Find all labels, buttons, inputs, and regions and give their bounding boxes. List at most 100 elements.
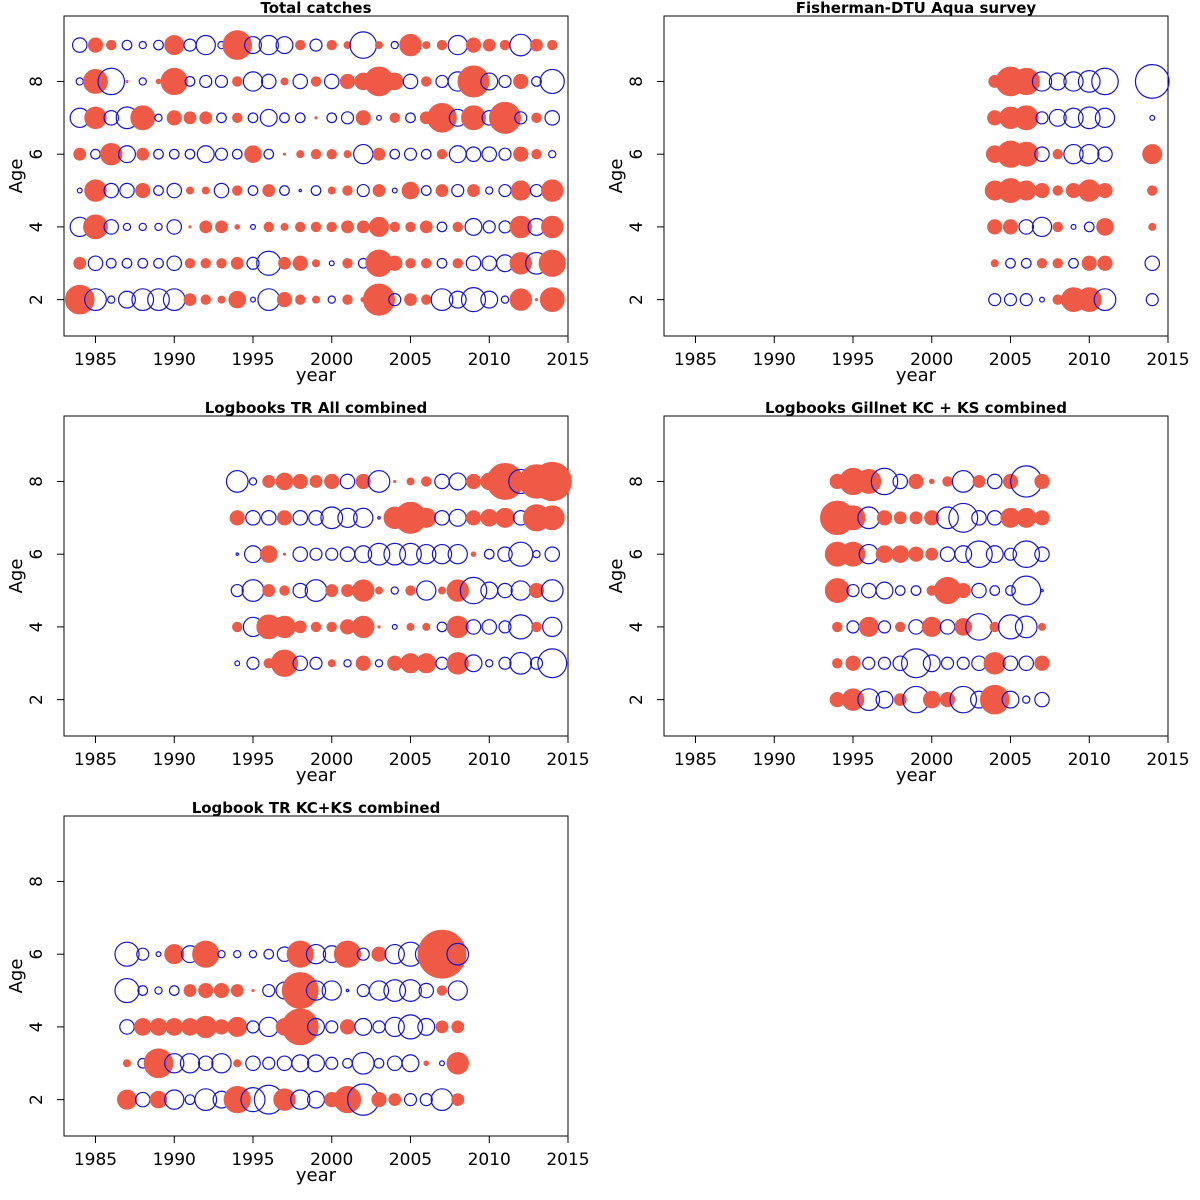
bubble-negative (1014, 615, 1038, 639)
x-tick-label: 2000 (310, 750, 353, 770)
bubble-negative (1134, 64, 1170, 99)
x-axis-label: year (896, 365, 937, 386)
bubble-negative (184, 1094, 196, 1106)
bubble-negative (509, 33, 533, 57)
y-tick-label: 4 (627, 221, 647, 232)
bubble-negative (248, 477, 258, 486)
bubble-negative (542, 616, 563, 638)
bubble-negative (292, 655, 309, 672)
bubble-positive (416, 507, 437, 528)
bubble-positive (416, 653, 437, 674)
x-tick-label: 2000 (310, 350, 353, 370)
bubble-negative (1003, 293, 1018, 307)
bubble-negative (544, 110, 561, 126)
bubble-negative (965, 540, 993, 568)
bubble-negative (1063, 71, 1084, 92)
bubble-positive (1076, 287, 1102, 313)
bubble-positive (427, 103, 457, 133)
x-tick-label: 1985 (674, 750, 717, 770)
bubble-positive (509, 215, 532, 239)
bubbles (820, 465, 1050, 715)
bubble-positive (292, 473, 308, 490)
bubble-negative (328, 260, 335, 267)
bubble-positive (446, 1052, 469, 1075)
bubble-negative (870, 467, 899, 496)
bubble-negative (910, 585, 922, 596)
bubble-negative (183, 38, 197, 52)
bubble-positive (326, 221, 337, 233)
bubble-positive (327, 659, 336, 668)
bubble-positive (262, 475, 276, 488)
bubble-positive (1012, 67, 1040, 96)
bubble-positive (217, 295, 226, 304)
bubble-negative (179, 1053, 201, 1074)
bubble-negative (1012, 540, 1041, 568)
bubble-negative (480, 581, 499, 600)
bubble-positive (1036, 258, 1048, 269)
x-tick-label: 2000 (910, 350, 953, 370)
bubble-negative (90, 148, 101, 160)
bubbles (114, 929, 470, 1116)
bubble-negative (405, 112, 416, 124)
x-tick-label: 2015 (546, 1150, 589, 1170)
bubble-positive (895, 621, 906, 633)
bubble-negative (1077, 70, 1101, 93)
bubble-negative (1145, 293, 1159, 307)
bubble-positive (352, 615, 375, 639)
bubble-negative (465, 146, 482, 162)
bubble-negative (320, 506, 344, 530)
y-axis-label: Age (606, 159, 627, 194)
bubble-negative (1048, 72, 1067, 91)
bubble-negative (497, 546, 513, 562)
bubble-negative (356, 947, 370, 961)
bubble-negative (498, 656, 512, 670)
bubble-negative (131, 288, 155, 312)
bubble-positive (244, 145, 262, 163)
bubble-negative (195, 34, 216, 56)
y-tick-label: 8 (27, 476, 47, 487)
plot-frame (663, 415, 1169, 737)
bubble-positive (164, 944, 185, 965)
bubble-positive (309, 475, 323, 488)
bubble-negative (420, 185, 432, 196)
y-tick-label: 4 (27, 221, 47, 232)
bubble-positive (832, 658, 843, 669)
bubble-negative (401, 1054, 420, 1073)
bubble-positive (374, 586, 383, 595)
bubble-positive (216, 258, 227, 269)
bubble-negative (1068, 257, 1079, 269)
bubble-negative (509, 651, 533, 675)
bubble-negative (168, 985, 180, 996)
bubble-negative (240, 1087, 266, 1113)
bubble-negative (114, 977, 140, 1004)
bubble-positive (222, 30, 253, 60)
bubble-positive (183, 111, 197, 125)
bubble-negative (862, 656, 876, 670)
bubble-negative (485, 186, 494, 195)
bubble-positive (841, 688, 865, 711)
bubble-positive (499, 39, 511, 51)
bubble-positive (1097, 182, 1113, 199)
bubble-negative (294, 112, 306, 124)
bubble-positive (341, 220, 354, 234)
bubble-positive (339, 73, 356, 90)
bubble-positive (286, 940, 314, 968)
bubble-positive (201, 186, 210, 195)
bubble-positive (452, 258, 463, 269)
bubble-negative (292, 546, 309, 562)
bubble-negative (384, 1016, 405, 1038)
bubble-negative (340, 111, 355, 125)
bubble-positive (311, 295, 320, 304)
y-tick-label: 2 (627, 694, 647, 705)
bubble-negative (892, 655, 909, 672)
y-tick-label: 8 (627, 476, 647, 487)
y-tick-label: 2 (27, 1094, 47, 1105)
bubble-positive (232, 76, 243, 87)
y-tick-label: 6 (627, 549, 647, 560)
bubble-positive (405, 258, 416, 269)
bubble-positive (1016, 507, 1037, 528)
bubble-negative (263, 148, 275, 160)
bubble-positive (928, 478, 935, 485)
bubble-negative (939, 546, 956, 562)
bubble-negative (339, 546, 356, 562)
